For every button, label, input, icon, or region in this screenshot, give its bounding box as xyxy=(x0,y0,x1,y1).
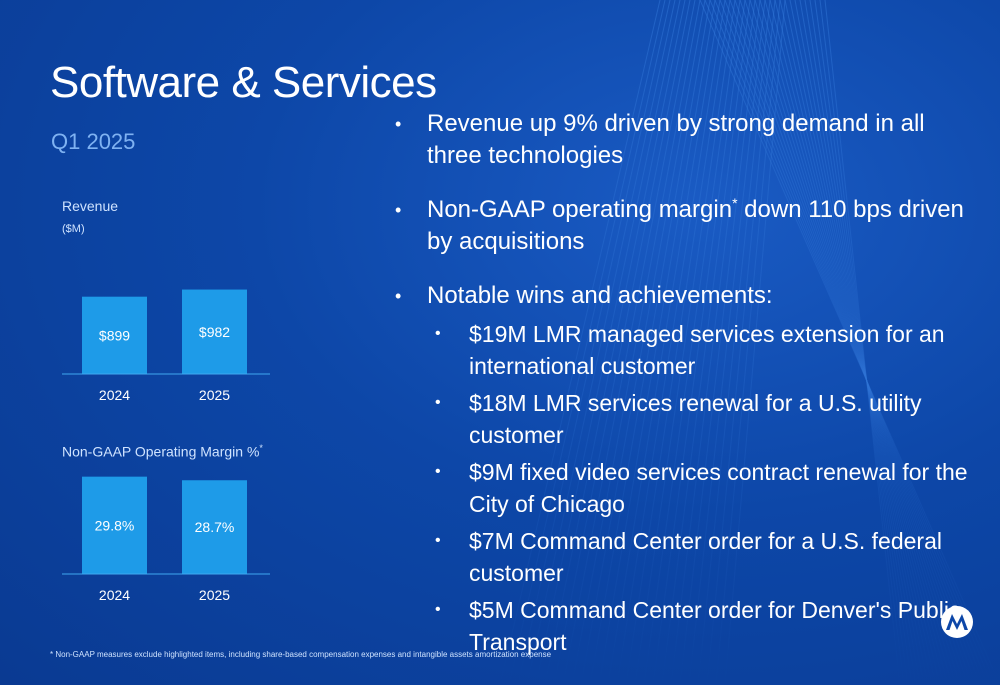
sub-bullet-item: $18M LMR services renewal for a U.S. uti… xyxy=(427,387,985,451)
x-tick-label: 2025 xyxy=(199,587,230,603)
sub-bullet-list: $19M LMR managed services extension for … xyxy=(395,318,985,658)
data-label: 28.7% xyxy=(195,519,235,535)
bar-2025 xyxy=(182,289,247,374)
data-label: $982 xyxy=(199,324,230,340)
sub-bullet-item: $7M Command Center order for a U.S. fede… xyxy=(427,525,985,589)
sub-bullet-item: $5M Command Center order for Denver's Pu… xyxy=(427,594,985,658)
bar-2024 xyxy=(82,476,147,574)
margin-chart-title-text: Non-GAAP Operating Margin % xyxy=(62,443,260,460)
margin-chart-title-footnote-mark: * xyxy=(259,443,263,453)
bullet-list: Revenue up 9% driven by strong demand in… xyxy=(395,108,985,663)
bullet-text: Notable wins and achievements: xyxy=(427,282,773,309)
footnote-mark: * xyxy=(732,195,738,211)
margin-chart-title: Non-GAAP Operating Margin %* xyxy=(62,443,263,460)
sub-bullet-item: $19M LMR managed services extension for … xyxy=(427,318,985,382)
bar-2024 xyxy=(82,296,147,374)
footnote: * Non-GAAP measures exclude highlighted … xyxy=(50,650,552,659)
slide-title: Software & Services xyxy=(50,58,437,107)
motorola-logo-icon xyxy=(941,606,973,638)
revenue-chart-unit: ($M) xyxy=(62,223,85,235)
data-label: $899 xyxy=(99,327,130,343)
x-tick-label: 2024 xyxy=(99,387,130,403)
bullet-text-continued: down 110 bps driven by acquisitions xyxy=(427,196,964,255)
bullet-text: Non-GAAP operating margin xyxy=(427,196,733,223)
revenue-bar-chart: $899 2024 $982 2025 xyxy=(62,289,270,403)
revenue-chart-title: Revenue xyxy=(62,198,119,214)
bar-2025 xyxy=(182,480,247,574)
data-label: 29.8% xyxy=(95,517,135,533)
slide-subtitle: Q1 2025 xyxy=(51,129,136,154)
x-tick-label: 2025 xyxy=(199,387,230,403)
bullet-item: Non-GAAP operating margin* down 110 bps … xyxy=(395,194,985,258)
bullet-item: Revenue up 9% driven by strong demand in… xyxy=(395,108,985,172)
x-tick-label: 2024 xyxy=(99,587,130,603)
sub-bullet-item: $9M fixed video services contract renewa… xyxy=(427,456,985,520)
bullet-text: Revenue up 9% driven by strong demand in… xyxy=(427,110,925,169)
margin-bar-chart: 29.8% 2024 28.7% 2025 xyxy=(62,476,270,603)
bullet-item: Notable wins and achievements: xyxy=(395,280,985,312)
